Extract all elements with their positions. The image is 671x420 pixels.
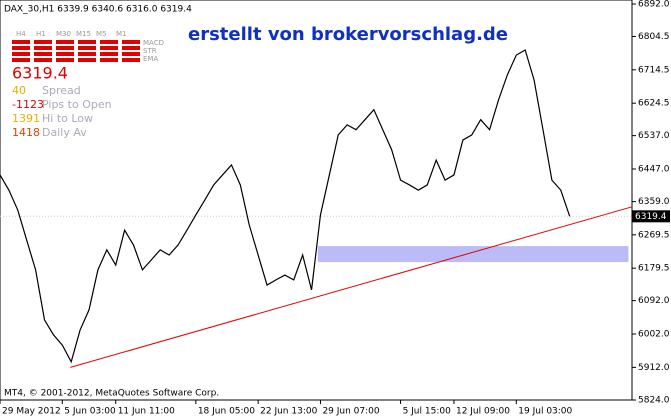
signal-bar xyxy=(34,40,52,44)
signal-bar xyxy=(100,58,118,62)
indicator: EMA xyxy=(143,55,158,63)
y-tick-label: 5912.0 xyxy=(638,363,670,373)
x-tick-label: 18 Jun 05:00 xyxy=(198,407,255,417)
x-tick-label: 19 Jul 03:00 xyxy=(518,407,572,417)
watermark: erstellt von brokervorschlag.de xyxy=(188,24,508,45)
signal-bar xyxy=(122,58,140,62)
stat-value: 40 xyxy=(12,84,26,97)
signal-bar xyxy=(100,46,118,50)
stat-label: Daily Av xyxy=(42,126,87,139)
stat-label: Spread xyxy=(42,84,81,97)
zone xyxy=(317,246,629,263)
footer: MT4, © 2001-2012, MetaQuotes Software Co… xyxy=(4,389,219,399)
x-tick-label: 11 Jun 11:00 xyxy=(118,407,175,417)
signal-bar xyxy=(12,52,30,56)
signal-bar xyxy=(100,40,118,44)
signal-bar xyxy=(12,40,30,44)
signal-bar xyxy=(56,46,74,50)
panel-price: 6319.4 xyxy=(12,64,68,83)
signal-bar xyxy=(78,58,96,62)
x-tick-label: 29 Jun 07:00 xyxy=(322,407,379,417)
signal-bar xyxy=(12,46,30,50)
y-tick-label: 6002.0 xyxy=(638,330,670,340)
header: DAX_30,H1 6339.9 6340.6 6316.0 6319.4 xyxy=(4,5,192,15)
x-tick-label: 5 Jul 15:00 xyxy=(403,407,452,417)
plot-frame xyxy=(0,0,633,401)
x-tick-label: 5 Jun 03:00 xyxy=(64,407,116,417)
x-tick-label: 22 Jun 13:00 xyxy=(260,407,317,417)
signal-bar xyxy=(56,52,74,56)
signal-bar xyxy=(78,52,96,56)
signal-bar xyxy=(122,40,140,44)
y-tick-label: 6359.0 xyxy=(638,197,670,207)
stat-value: 1391 xyxy=(12,112,40,125)
timeframe: H4 xyxy=(16,30,26,38)
y-tick-label: 6092.0 xyxy=(638,296,670,306)
stat-label: Hi to Low xyxy=(42,112,93,125)
y-tick-label: 6804.5 xyxy=(638,32,670,42)
indicator: MACD xyxy=(143,39,164,47)
signal-bar xyxy=(122,52,140,56)
signal-bar xyxy=(78,40,96,44)
signal-bar xyxy=(122,46,140,50)
signal-bar xyxy=(100,52,118,56)
price-box xyxy=(632,210,670,223)
signal-bar xyxy=(34,58,52,62)
signal-bar xyxy=(12,58,30,62)
x-tick-label: 12 Jul 09:00 xyxy=(456,407,510,417)
timeframe: M15 xyxy=(76,30,91,38)
timeframe: H1 xyxy=(36,30,46,38)
y-tick-label: 6892.0 xyxy=(638,0,670,10)
y-tick-label: 6447.0 xyxy=(638,165,670,175)
signal-bar xyxy=(56,58,74,62)
timeframe: M5 xyxy=(96,30,107,38)
y-tick-label: 6624.5 xyxy=(638,99,670,109)
x-tick-label: 29 May 2012 xyxy=(2,407,61,417)
y-tick-label: 6269.5 xyxy=(638,230,670,240)
trendline xyxy=(70,206,633,368)
stat-value: 1418 xyxy=(12,126,40,139)
timeframe: M1 xyxy=(116,30,127,38)
y-tick-label: 6714.5 xyxy=(638,65,670,75)
y-tick-label: 6179.5 xyxy=(638,264,670,274)
price-box-label: 6319.4 xyxy=(635,212,667,222)
signal-bar xyxy=(34,46,52,50)
price-line-series xyxy=(0,49,571,364)
signal-bar xyxy=(34,52,52,56)
y-tick-label: 5824.0 xyxy=(638,396,670,406)
y-tick-label: 6537.0 xyxy=(638,131,670,141)
timeframe: M30 xyxy=(56,30,71,38)
signal-bar xyxy=(56,40,74,44)
stat-label: Pips to Open xyxy=(42,98,112,111)
indicator: STR xyxy=(143,47,157,55)
stat-value: -1123 xyxy=(12,98,44,111)
signal-bar xyxy=(78,46,96,50)
